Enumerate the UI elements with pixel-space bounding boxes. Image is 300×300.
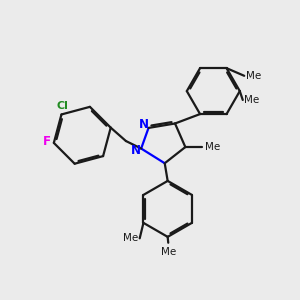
- Text: N: N: [131, 144, 141, 158]
- Text: N: N: [139, 118, 148, 131]
- Text: Me: Me: [246, 71, 261, 81]
- Text: F: F: [43, 135, 50, 148]
- Text: Me: Me: [244, 95, 260, 105]
- Text: Cl: Cl: [57, 101, 69, 111]
- Text: Me: Me: [123, 233, 138, 243]
- Text: Me: Me: [205, 142, 220, 152]
- Text: Me: Me: [160, 247, 176, 257]
